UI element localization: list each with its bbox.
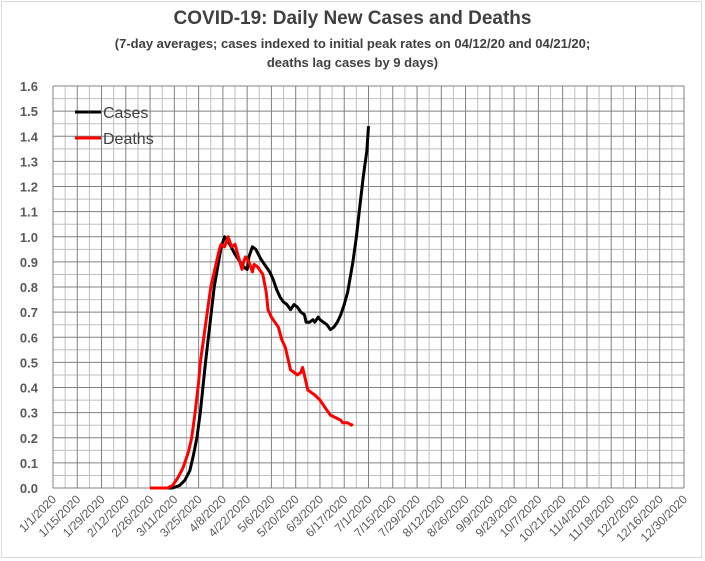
y-tick-label: 1.3: [20, 154, 38, 169]
legend-label-deaths: Deaths: [103, 131, 154, 148]
y-tick-label: 1.0: [20, 230, 38, 245]
y-tick-label: 0.3: [20, 406, 38, 421]
legend-label-cases: Cases: [103, 105, 148, 122]
y-tick-label: 1.2: [20, 180, 38, 195]
y-tick-label: 0.0: [20, 481, 38, 496]
y-tick-label: 0.4: [20, 381, 39, 396]
y-tick-label: 0.5: [20, 355, 38, 370]
y-tick-label: 0.1: [20, 456, 38, 471]
y-tick-label: 0.8: [20, 280, 38, 295]
y-tick-label: 0.6: [20, 330, 38, 345]
y-tick-label: 0.2: [20, 431, 38, 446]
series-line-deaths: [150, 235, 354, 490]
series-line-cases: [150, 126, 370, 490]
chart-subtitle-line2: deaths lag cases by 9 days): [266, 55, 439, 70]
y-tick-label: 1.4: [20, 129, 39, 144]
y-tick-label: 1.5: [20, 104, 38, 119]
y-tick-label: 1.1: [20, 205, 38, 220]
y-tick-label: 1.6: [20, 79, 38, 94]
chart-subtitle-line1: (7-day averages; cases indexed to initia…: [114, 36, 591, 51]
y-tick-label: 0.9: [20, 255, 38, 270]
y-tick-label: 0.7: [20, 305, 38, 320]
chart-title: COVID-19: Daily New Cases and Deaths: [173, 8, 532, 29]
